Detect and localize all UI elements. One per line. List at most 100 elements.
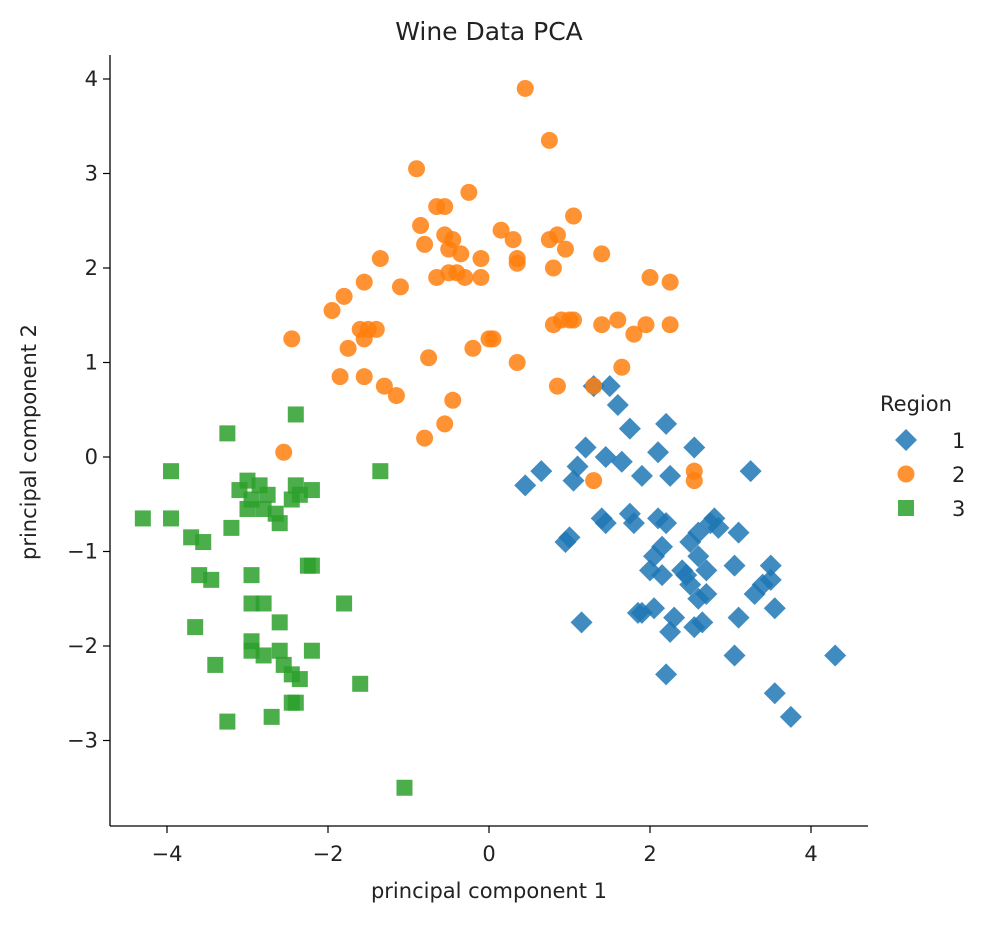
point-series-2 bbox=[549, 378, 566, 395]
legend-items: 123 bbox=[895, 429, 965, 521]
point-series-2 bbox=[336, 288, 353, 305]
point-series-3 bbox=[219, 714, 235, 730]
point-series-2 bbox=[686, 472, 703, 489]
point-series-3 bbox=[272, 643, 288, 659]
x-tick-label: 0 bbox=[482, 842, 495, 866]
point-series-2 bbox=[613, 359, 630, 376]
point-series-3 bbox=[304, 558, 320, 574]
point-series-2 bbox=[460, 184, 477, 201]
point-series-2 bbox=[412, 217, 429, 234]
point-series-2 bbox=[372, 250, 389, 267]
point-series-3 bbox=[352, 676, 368, 692]
point-series-2 bbox=[609, 311, 626, 328]
point-series-2 bbox=[642, 269, 659, 286]
point-series-3 bbox=[207, 657, 223, 673]
point-series-3 bbox=[272, 614, 288, 630]
point-series-2 bbox=[585, 378, 602, 395]
point-series-3 bbox=[223, 520, 239, 536]
x-tick-label: 2 bbox=[643, 842, 656, 866]
point-series-1 bbox=[619, 418, 641, 440]
y-tick-label: −1 bbox=[67, 540, 98, 564]
point-series-3 bbox=[304, 643, 320, 659]
point-series-2 bbox=[416, 430, 433, 447]
point-series-3 bbox=[284, 492, 300, 508]
y-tick-label: 3 bbox=[85, 162, 98, 186]
point-series-1 bbox=[655, 663, 677, 685]
point-series-1 bbox=[514, 474, 536, 496]
point-series-2 bbox=[464, 340, 481, 357]
point-series-1 bbox=[780, 706, 802, 728]
point-series-1 bbox=[575, 437, 597, 459]
legend-label-2: 2 bbox=[952, 463, 965, 487]
point-series-3 bbox=[288, 695, 304, 711]
point-series-2 bbox=[436, 415, 453, 432]
point-series-3 bbox=[195, 534, 211, 550]
point-series-3 bbox=[203, 572, 219, 588]
point-series-2 bbox=[557, 241, 574, 258]
series-3 bbox=[135, 406, 413, 795]
legend: Region 123 bbox=[880, 392, 965, 521]
point-series-2 bbox=[456, 269, 473, 286]
point-series-3 bbox=[256, 647, 272, 663]
legend-marker-2 bbox=[898, 466, 915, 483]
point-series-2 bbox=[332, 368, 349, 385]
point-series-1 bbox=[611, 451, 633, 473]
data-points bbox=[135, 80, 846, 796]
point-series-2 bbox=[593, 316, 610, 333]
point-series-3 bbox=[240, 501, 256, 517]
point-series-2 bbox=[509, 255, 526, 272]
point-series-2 bbox=[541, 132, 558, 149]
point-series-3 bbox=[372, 463, 388, 479]
point-series-2 bbox=[662, 274, 679, 291]
point-series-1 bbox=[647, 441, 669, 463]
y-tick-label: 4 bbox=[85, 67, 98, 91]
point-series-1 bbox=[683, 437, 705, 459]
point-series-2 bbox=[340, 340, 357, 357]
point-series-3 bbox=[336, 595, 352, 611]
point-series-1 bbox=[607, 394, 629, 416]
point-series-1 bbox=[824, 644, 846, 666]
point-series-1 bbox=[728, 607, 750, 629]
x-axis-label: principal component 1 bbox=[371, 879, 607, 903]
x-axis-ticks: −4 −2 0 2 4 bbox=[152, 826, 818, 866]
point-series-3 bbox=[272, 515, 288, 531]
point-series-3 bbox=[244, 567, 260, 583]
point-series-1 bbox=[764, 682, 786, 704]
point-series-2 bbox=[388, 387, 405, 404]
legend-marker-3 bbox=[898, 500, 914, 516]
point-series-2 bbox=[625, 326, 642, 343]
point-series-2 bbox=[356, 330, 373, 347]
point-series-3 bbox=[396, 780, 412, 796]
point-series-2 bbox=[436, 198, 453, 215]
point-series-2 bbox=[545, 260, 562, 277]
y-tick-label: −2 bbox=[67, 634, 98, 658]
point-series-3 bbox=[163, 463, 179, 479]
y-tick-label: 1 bbox=[85, 351, 98, 375]
y-tick-label: −3 bbox=[67, 729, 98, 753]
point-series-1 bbox=[659, 465, 681, 487]
point-series-2 bbox=[356, 368, 373, 385]
point-series-2 bbox=[517, 80, 534, 97]
point-series-1 bbox=[631, 465, 653, 487]
point-series-2 bbox=[505, 231, 522, 248]
point-series-3 bbox=[292, 671, 308, 687]
point-series-3 bbox=[163, 510, 179, 526]
x-tick-label: −2 bbox=[313, 842, 344, 866]
point-series-2 bbox=[275, 444, 292, 461]
legend-title: Region bbox=[880, 392, 952, 416]
point-series-2 bbox=[324, 302, 341, 319]
legend-marker-1 bbox=[895, 429, 917, 451]
point-series-1 bbox=[724, 644, 746, 666]
point-series-2 bbox=[662, 316, 679, 333]
point-series-1 bbox=[724, 555, 746, 577]
y-tick-label: 2 bbox=[85, 256, 98, 280]
point-series-2 bbox=[472, 250, 489, 267]
point-series-1 bbox=[728, 522, 750, 544]
point-series-2 bbox=[481, 330, 498, 347]
point-series-1 bbox=[530, 460, 552, 482]
point-series-3 bbox=[288, 406, 304, 422]
point-series-2 bbox=[593, 245, 610, 262]
point-series-2 bbox=[444, 392, 461, 409]
